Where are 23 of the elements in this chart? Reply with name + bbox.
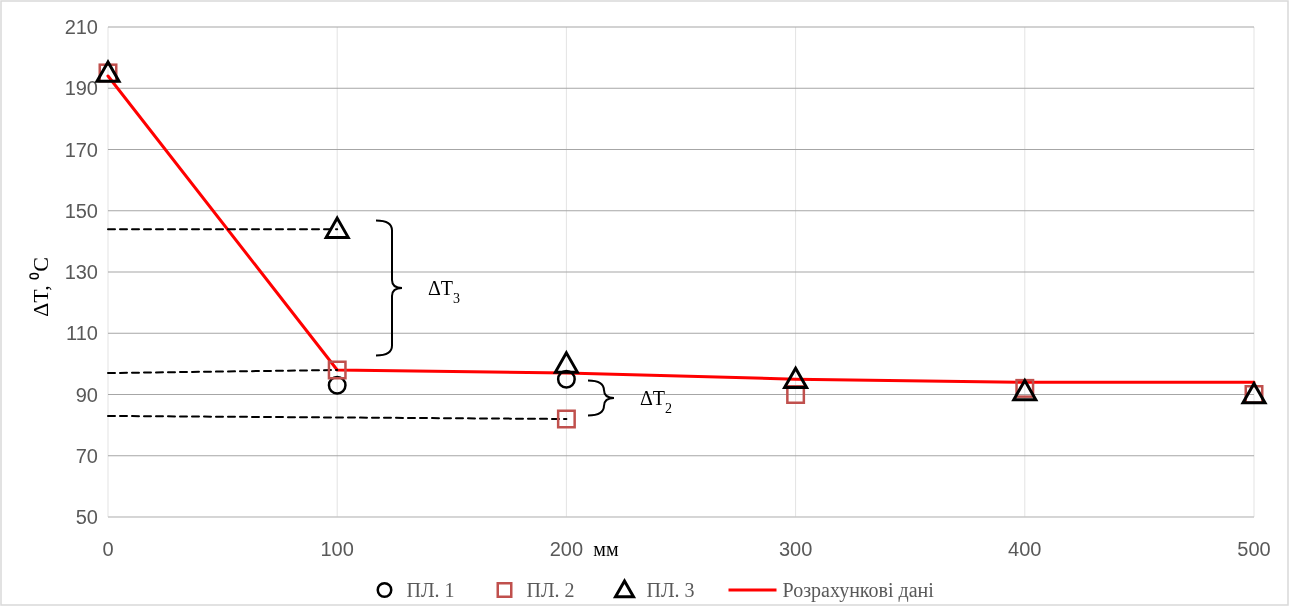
legend-label: ПЛ. 1 [406, 579, 455, 601]
annotation: ΔT$_{2}$ [640, 387, 673, 416]
y-tick-label: 90 [75, 383, 98, 406]
y-tick-label: 150 [64, 199, 98, 222]
legend-label: ПЛ. 3 [646, 579, 695, 601]
y-tick-label: 190 [64, 77, 98, 100]
x-tick-label: 100 [320, 538, 354, 560]
legend-label: ПЛ. 2 [526, 579, 575, 601]
x-axis-title: мм [593, 538, 619, 560]
annotation: ΔT$_{3}$ [428, 277, 461, 306]
y-tick-label: 130 [64, 261, 98, 283]
x-tick-label: 400 [1008, 538, 1042, 560]
y-tick-label: 50 [75, 506, 98, 528]
x-tick-label: 200 [549, 538, 584, 560]
y-tick-label: 210 [64, 16, 98, 38]
x-tick-label: 0 [102, 538, 114, 560]
legend-label: Розрахункові дані [782, 579, 935, 602]
x-tick-label: 300 [778, 538, 813, 560]
y-tick-label: 170 [64, 138, 98, 161]
y-axis-title: ΔT, ⁰C [28, 257, 53, 317]
y-tick-label: 110 [66, 322, 98, 345]
x-tick-label: 500 [1237, 538, 1271, 560]
y-tick-label: 70 [75, 444, 98, 467]
